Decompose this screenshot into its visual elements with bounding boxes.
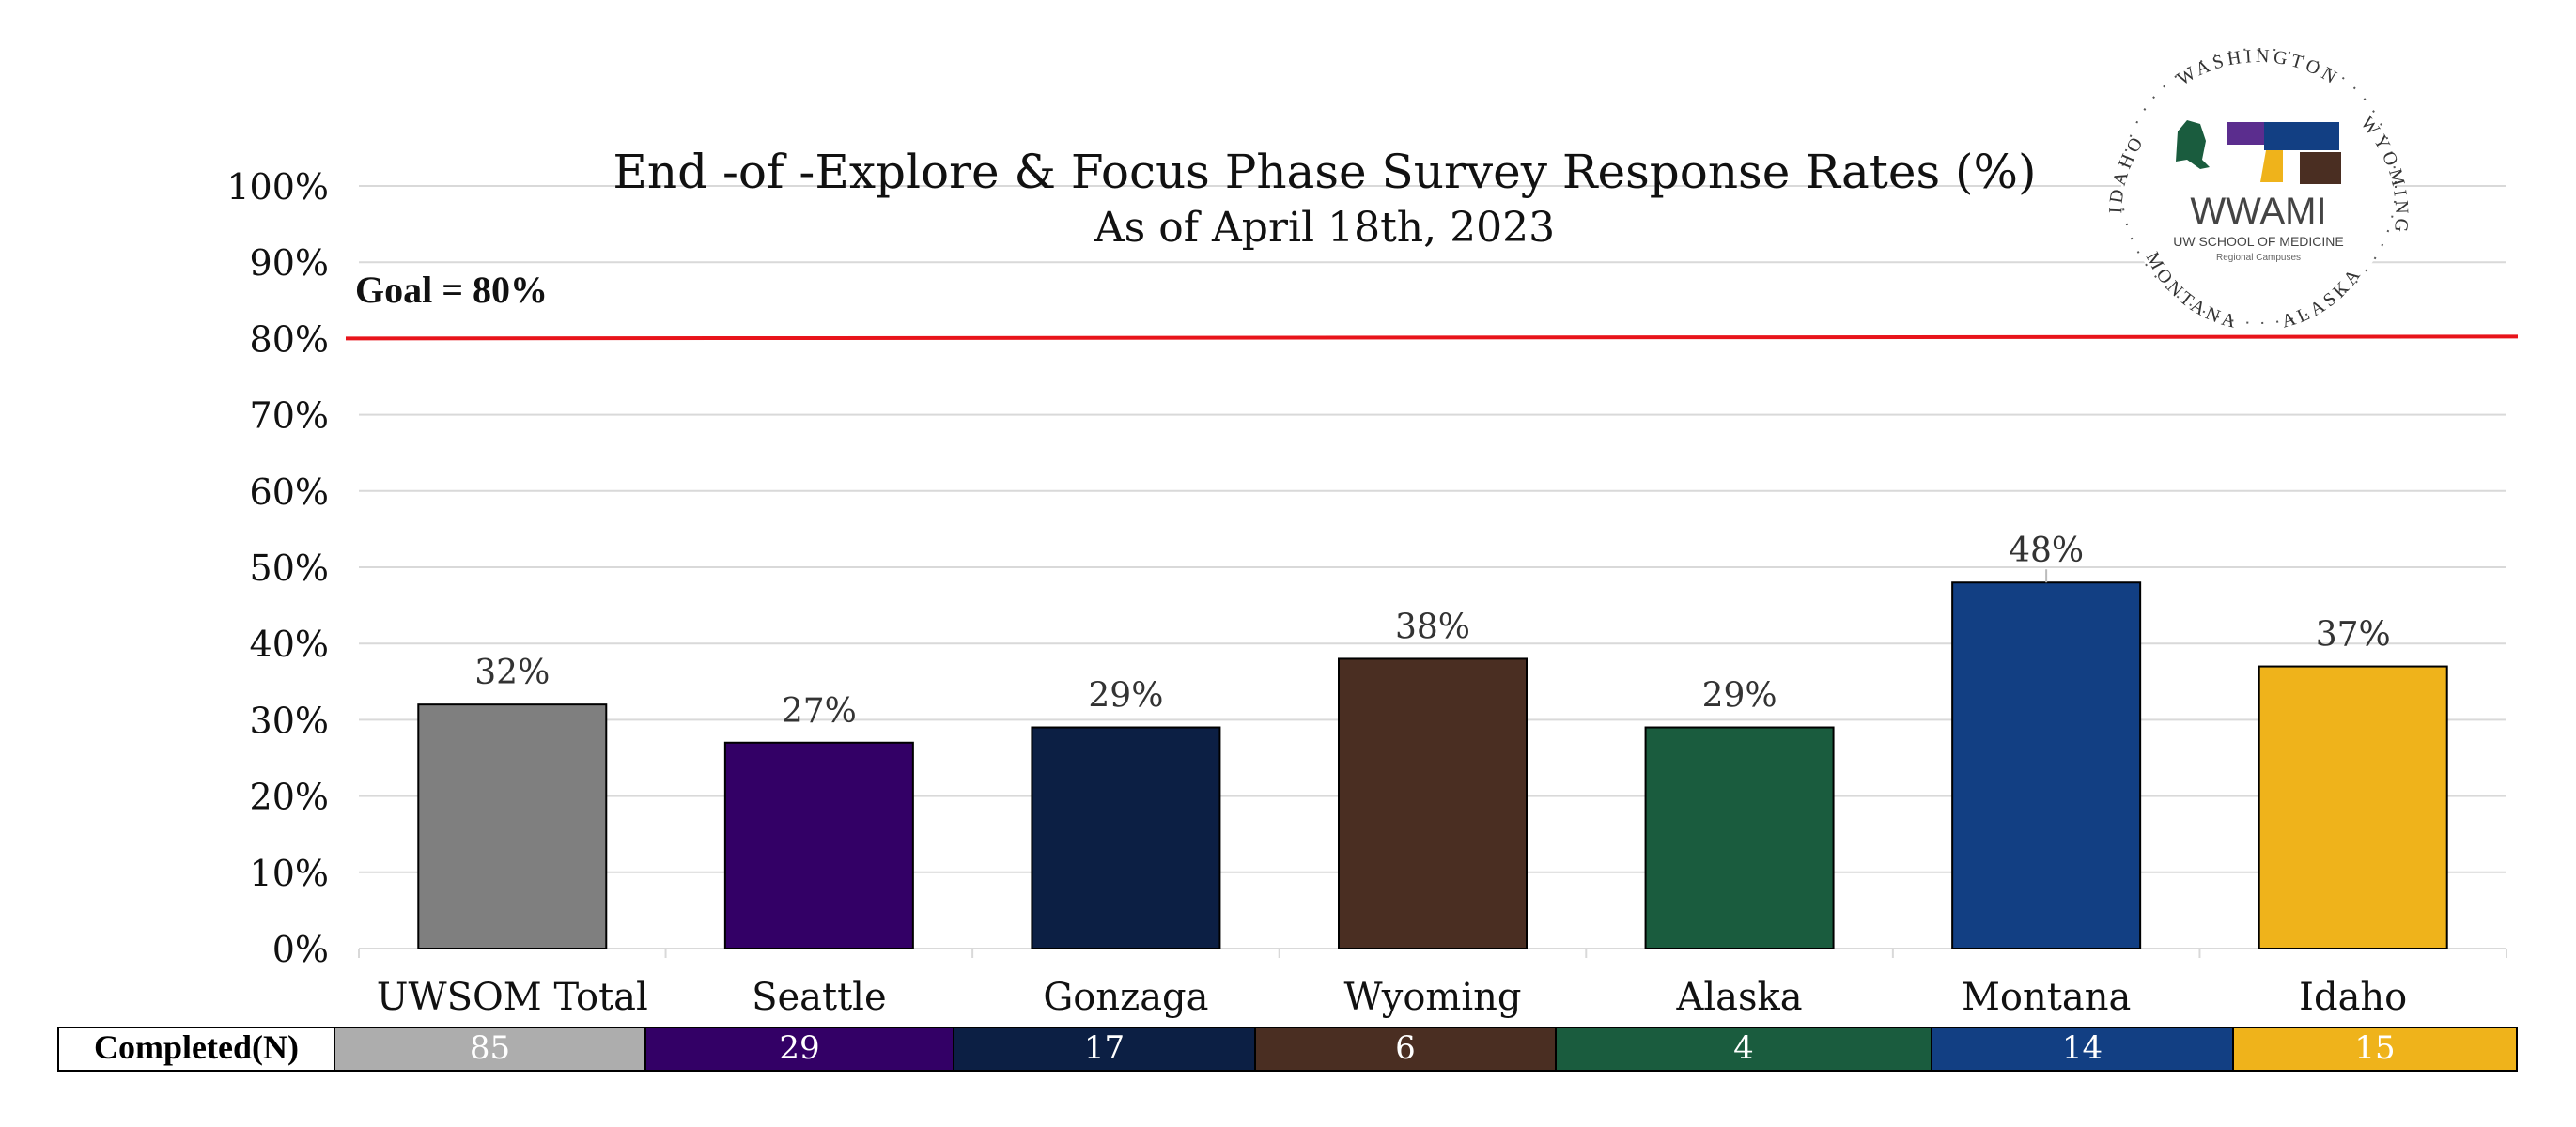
y-tick-label: 60% — [250, 471, 329, 513]
table-cell — [953, 1027, 1256, 1072]
logo-map-washington — [2227, 122, 2264, 145]
x-category-label: Montana — [1962, 976, 2131, 1019]
x-axis-categories: UWSOM Total Seattle Gonzaga Wyoming Alaska Mo… — [377, 976, 2408, 1019]
x-category-label: Alaska — [1676, 976, 1803, 1019]
y-tick-label: 70% — [250, 395, 329, 437]
y-tick-label: 50% — [250, 548, 329, 589]
value-label: 29% — [1702, 677, 1777, 716]
table-cell-value: 29 — [779, 1029, 819, 1067]
goal-line — [345, 334, 2519, 341]
x-category-label: Seattle — [752, 976, 887, 1019]
value-label: 48% — [2009, 532, 2084, 570]
bar — [1338, 657, 1528, 949]
logo-map-wyoming — [2300, 152, 2341, 184]
table-cell-value: 14 — [2062, 1029, 2103, 1067]
table-cell — [1931, 1027, 2234, 1072]
table-cell-value: 4 — [1733, 1029, 1754, 1067]
y-tick-label: 100% — [226, 166, 329, 208]
wwami-logo: WASHINGTON WYOMING ALASKA MONTANA IDAHO … — [2105, 46, 2408, 333]
y-tick-label: 90% — [250, 242, 329, 284]
logo-subtext-2: Regional Campuses — [2216, 253, 2301, 263]
completed-table: Completed(N) 85 29 17 6 4 14 15 — [57, 1027, 2518, 1072]
logo-ring — [2120, 48, 2397, 324]
bar — [1031, 726, 1221, 950]
bar — [417, 703, 608, 949]
table-cell — [1555, 1027, 1932, 1072]
logo-map-alaska — [2176, 120, 2210, 169]
y-tick-label: 30% — [250, 700, 329, 741]
y-axis-ticks: 0% 10% 20% 30% 40% 50% 60% 70% 80% 90% 100% — [226, 166, 329, 970]
y-tick-label: 80% — [250, 318, 329, 360]
value-label: 27% — [782, 692, 857, 731]
logo-map-montana — [2264, 122, 2339, 150]
table-cell-value: 15 — [2354, 1029, 2395, 1067]
logo-subtext: UW SCHOOL OF MEDICINE — [2173, 234, 2344, 249]
y-tick-label: 0% — [272, 929, 329, 970]
y-tick-label: 40% — [250, 624, 329, 665]
bars — [417, 581, 2448, 950]
table-cell — [1254, 1027, 1557, 1072]
bar — [1951, 581, 2142, 949]
bar — [2258, 665, 2448, 949]
logo-wordmark: WWAMI — [2190, 191, 2326, 232]
value-label: 29% — [1088, 677, 1163, 716]
bar — [1644, 726, 1835, 950]
value-label: 38% — [1395, 608, 1470, 646]
value-labels: 32% 27% 29% 38% 29% 48% 37% — [474, 532, 2390, 731]
y-tick-label: 10% — [250, 853, 329, 894]
y-tick-label: 20% — [250, 777, 329, 818]
x-category-label: Wyoming — [1343, 976, 1521, 1019]
table-header-cell — [57, 1027, 335, 1072]
x-category-label: Gonzaga — [1043, 976, 1208, 1019]
goal-label: Goal = 80% — [355, 269, 548, 311]
table-header-label: Completed(N) — [94, 1028, 299, 1066]
value-label: 37% — [2316, 616, 2391, 655]
bar — [723, 741, 914, 950]
table-cell — [2232, 1027, 2518, 1072]
table-cell-value: 85 — [470, 1029, 510, 1067]
chart-title: End -of -Explore & Focus Phase Survey Re… — [613, 145, 2036, 199]
table-cell-value: 6 — [1395, 1029, 1416, 1067]
x-category-label: UWSOM Total — [377, 976, 648, 1019]
value-label: 32% — [474, 654, 550, 692]
chart-subtitle: As of April 18th, 2023 — [1094, 204, 1555, 252]
x-category-label: Idaho — [2299, 976, 2407, 1019]
goal-line-group — [345, 334, 2519, 341]
logo-map-idaho — [2260, 150, 2283, 182]
table-cell-value: 17 — [1084, 1029, 1125, 1067]
